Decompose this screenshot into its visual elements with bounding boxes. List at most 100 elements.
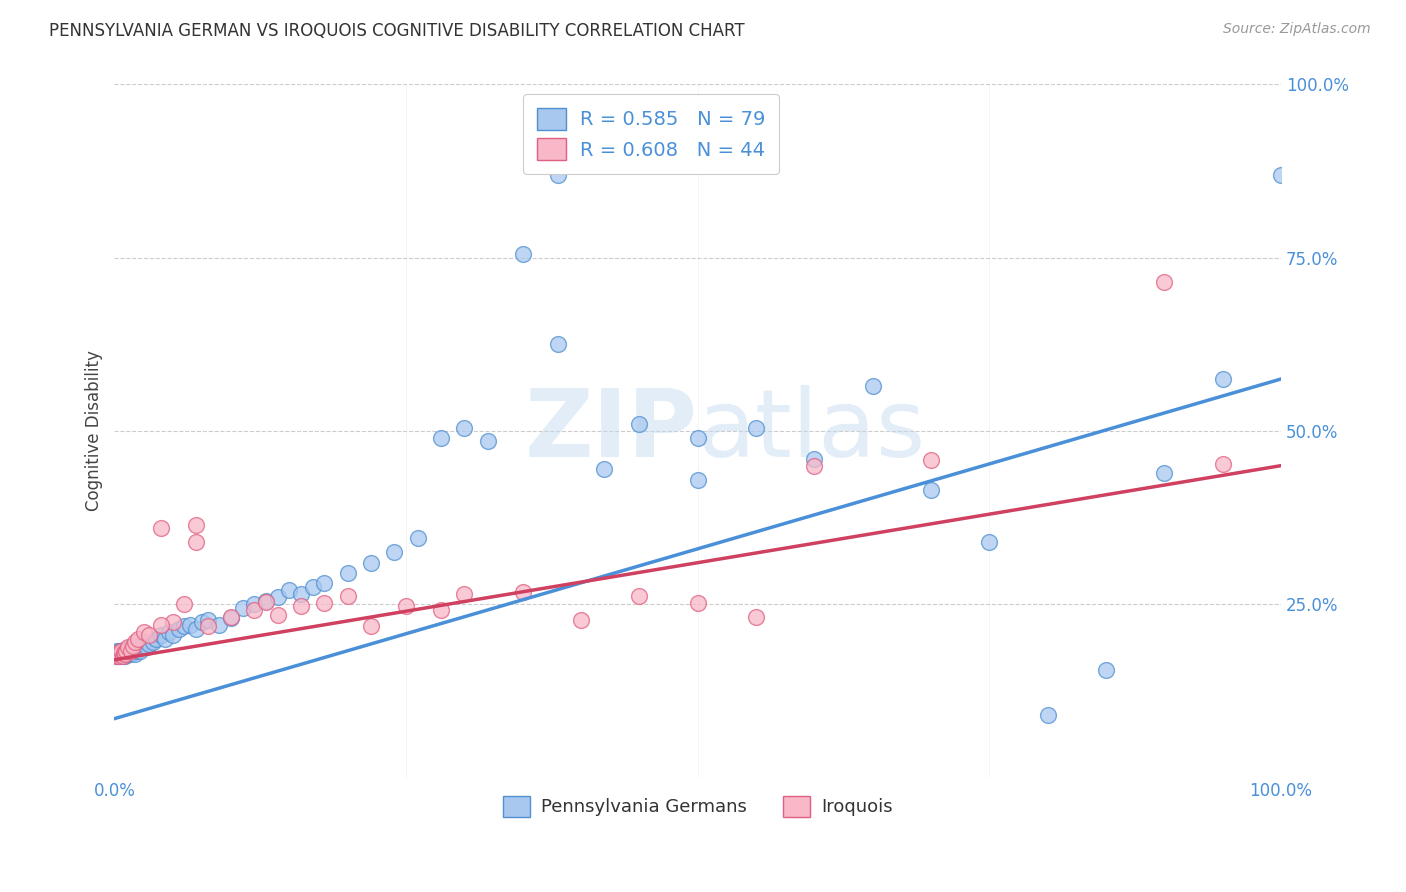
Point [108, 649, 131, 664]
Point [138, 628, 160, 642]
Point [134, 635, 156, 649]
Point [208, 618, 231, 632]
Point [110, 647, 132, 661]
Point [150, 521, 173, 535]
Point [336, 589, 359, 603]
Point [153, 632, 176, 646]
Point [173, 619, 195, 633]
Point [184, 517, 207, 532]
Point [1212, 457, 1234, 471]
Point [108, 647, 131, 661]
Point [593, 462, 616, 476]
Point [104, 649, 127, 664]
Point [111, 649, 134, 664]
Point [122, 644, 145, 658]
Point [290, 587, 312, 601]
Point [1095, 663, 1118, 677]
Point [453, 420, 475, 434]
Point [406, 532, 429, 546]
Point [179, 618, 201, 632]
Point [110, 646, 132, 660]
Point [104, 649, 127, 664]
Point [117, 640, 139, 655]
Legend: Pennsylvania Germans, Iroquois: Pennsylvania Germans, Iroquois [496, 789, 900, 824]
Point [267, 591, 290, 605]
Point [136, 640, 159, 655]
Point [512, 247, 534, 261]
Point [108, 644, 131, 658]
Point [127, 632, 149, 646]
Text: ZIP: ZIP [524, 385, 697, 477]
Point [105, 644, 128, 658]
Point [157, 625, 180, 640]
Point [124, 647, 146, 661]
Point [1153, 275, 1175, 289]
Point [150, 628, 173, 642]
Point [547, 168, 569, 182]
Point [314, 576, 336, 591]
Point [1212, 372, 1234, 386]
Point [278, 583, 301, 598]
Point [111, 646, 134, 660]
Point [1270, 168, 1292, 182]
Point [862, 379, 884, 393]
Point [267, 607, 290, 622]
Point [162, 628, 184, 642]
Point [569, 613, 592, 627]
Point [219, 609, 242, 624]
Point [110, 644, 132, 658]
Point [142, 635, 165, 649]
Point [120, 644, 142, 658]
Point [184, 622, 207, 636]
Point [117, 644, 139, 658]
Point [111, 649, 134, 664]
Point [122, 639, 145, 653]
Point [129, 644, 152, 658]
Point [127, 640, 149, 655]
Point [117, 647, 139, 661]
Point [110, 649, 132, 664]
Point [121, 646, 143, 660]
Point [1036, 708, 1059, 723]
Point [453, 587, 475, 601]
Point [979, 535, 1001, 549]
Point [336, 566, 359, 580]
Point [628, 417, 651, 431]
Point [628, 589, 651, 603]
Point [1153, 466, 1175, 480]
Point [120, 644, 142, 658]
Text: PENNSYLVANIA GERMAN VS IROQUOIS COGNITIVE DISABILITY CORRELATION CHART: PENNSYLVANIA GERMAN VS IROQUOIS COGNITIV… [49, 22, 745, 40]
Point [232, 600, 254, 615]
Point [430, 603, 453, 617]
Point [430, 431, 453, 445]
Point [314, 596, 336, 610]
Point [115, 644, 138, 658]
Point [112, 644, 135, 658]
Point [150, 618, 173, 632]
Point [197, 613, 219, 627]
Point [114, 647, 136, 661]
Point [114, 648, 136, 663]
Point [395, 599, 418, 613]
Point [110, 647, 132, 661]
Point [122, 642, 145, 657]
Point [512, 584, 534, 599]
Point [145, 632, 167, 646]
Point [382, 545, 405, 559]
Point [254, 594, 277, 608]
Point [124, 635, 146, 649]
Point [301, 580, 323, 594]
Point [125, 644, 148, 658]
Point [191, 615, 214, 629]
Point [686, 473, 709, 487]
Point [360, 556, 382, 570]
Point [107, 646, 129, 660]
Point [686, 431, 709, 445]
Text: Source: ZipAtlas.com: Source: ZipAtlas.com [1223, 22, 1371, 37]
Point [115, 642, 138, 657]
Point [477, 434, 499, 449]
Point [360, 619, 382, 633]
Point [197, 619, 219, 633]
Point [131, 639, 153, 653]
Point [254, 595, 277, 609]
